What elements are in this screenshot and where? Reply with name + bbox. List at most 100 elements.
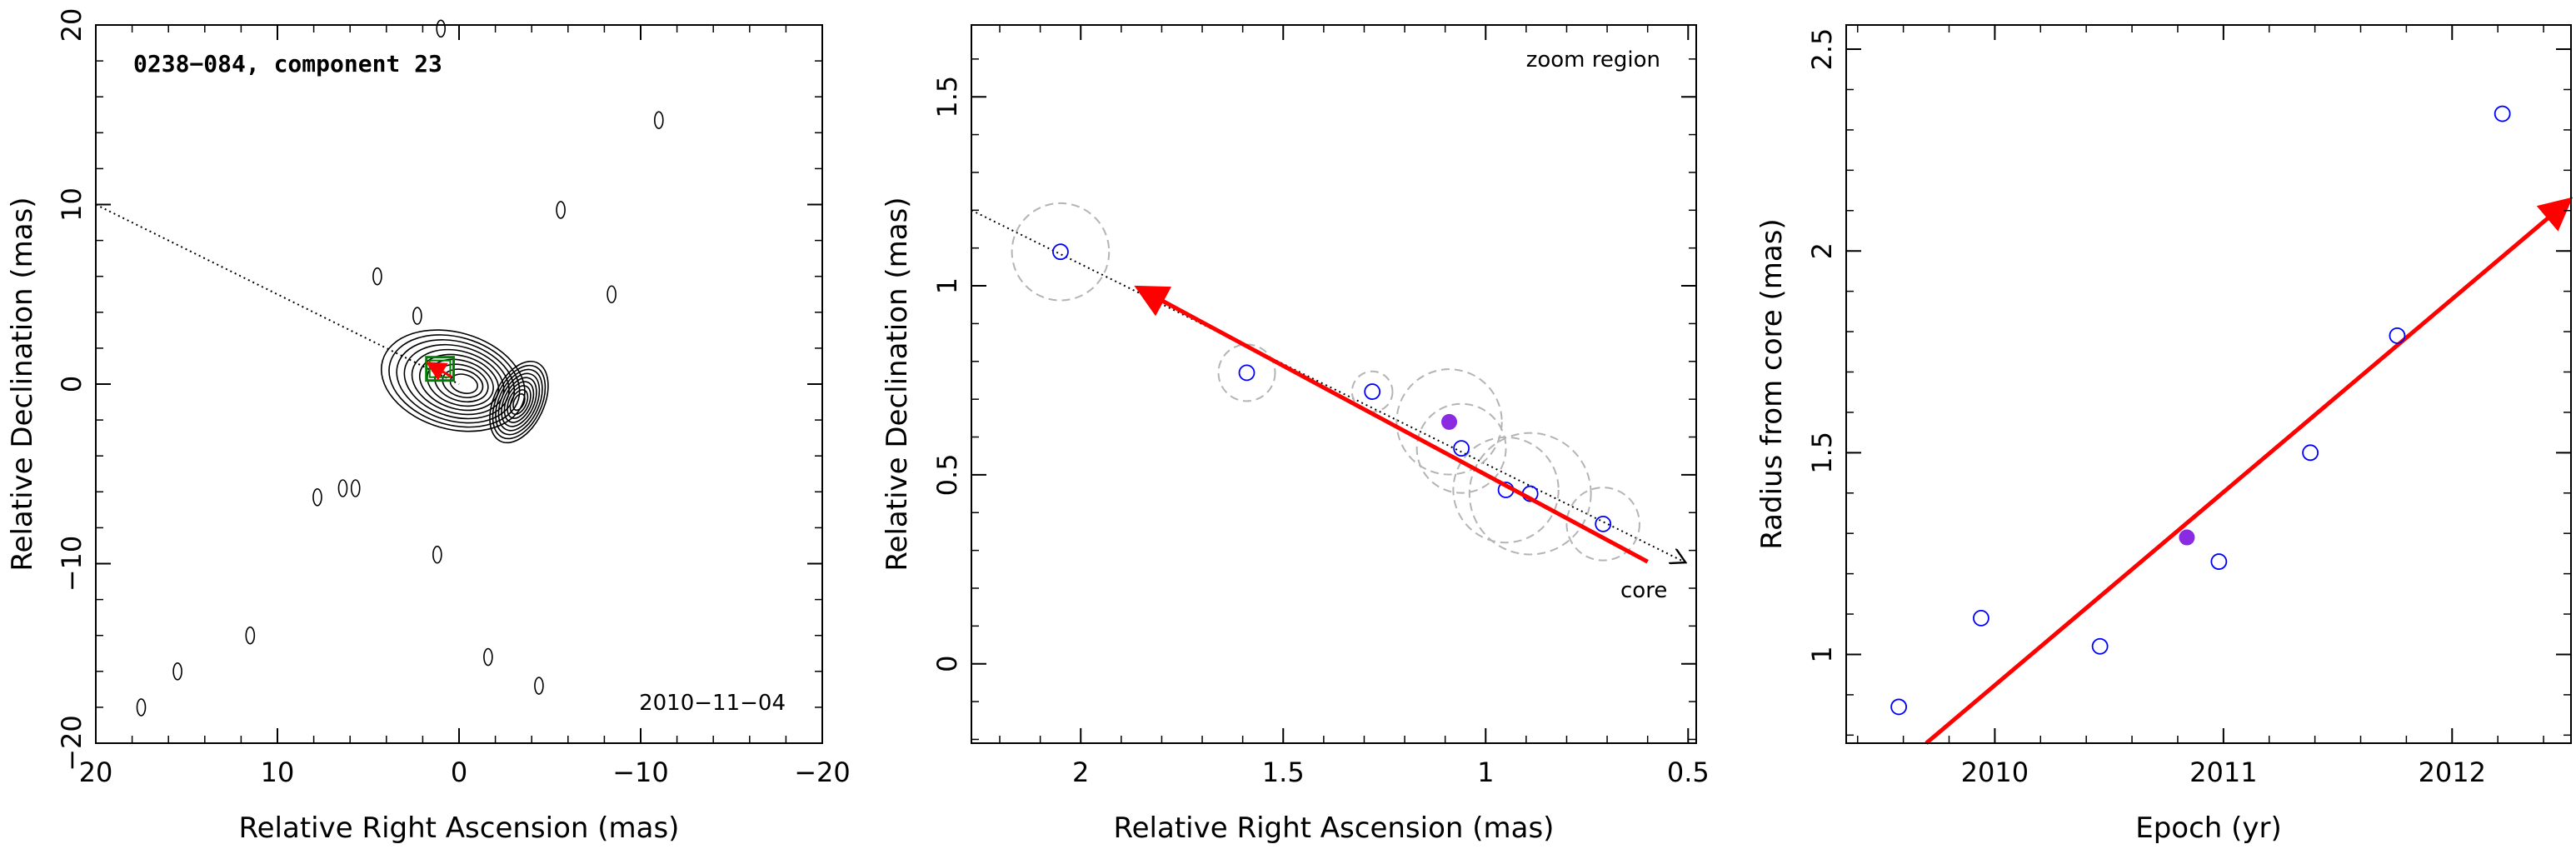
zoom-region-y-tick-label: 1	[931, 277, 963, 294]
noise-contour	[245, 626, 256, 645]
contour-map-x-tick-label: −10	[612, 757, 669, 788]
noise-contour	[483, 647, 493, 667]
noise-contour	[337, 479, 348, 497]
zoom-region-x-tick-label: 1	[1477, 757, 1494, 788]
jet-contour	[509, 389, 529, 415]
component-motion-arrow	[425, 362, 453, 381]
jet-contour	[512, 392, 526, 412]
radius-epoch-y-tick-label: 1	[1806, 646, 1838, 662]
contour-map-y-tick-label: 20	[56, 8, 87, 42]
component-size-circle	[1415, 402, 1507, 494]
radius-fit-arrow	[1925, 197, 2574, 745]
zoom-region-y-tick-label: 0	[931, 656, 963, 672]
core-label: core	[1620, 578, 1667, 603]
noise-contour	[412, 307, 422, 325]
contour-map-title: 0238−084, component 23	[133, 50, 442, 77]
zoom-region-x-tick-label: 1.5	[1262, 757, 1305, 788]
noise-contour	[172, 662, 182, 681]
zoom-region-marks	[971, 202, 1684, 564]
radius-epoch-panel: 2010 2011 2012 1 1.5 2 2.5 Epoch (yr) Radius f…	[1755, 24, 2574, 845]
observation-date-label: 2010−11−04	[639, 691, 786, 716]
contour-map-y-tick-label: −20	[56, 715, 87, 772]
radius-epoch-x-tick-label: 2012	[2419, 757, 2486, 788]
noise-contour	[556, 201, 566, 219]
position-point	[1238, 364, 1256, 382]
noise-contour	[436, 19, 447, 38]
contour-map-x-tick-label: 20	[79, 757, 113, 788]
noise-contour	[607, 285, 617, 304]
zoom-region-frame	[971, 24, 1697, 744]
radius-epoch-y-tick-label: 2	[1806, 242, 1838, 259]
contour-map-y-tick-label: 0	[56, 376, 87, 392]
core-contour	[396, 339, 516, 424]
current-epoch-point	[1441, 413, 1458, 430]
radius-epoch-x-tick-label: 2011	[2189, 757, 2257, 788]
contour-map-ticks: 20 10 0 −10 −20 −20 −10 0 10 20	[56, 8, 851, 788]
radius-point	[1973, 609, 1989, 627]
radius-point	[2389, 327, 2406, 344]
zoom-region-y-tick-label: 1.5	[931, 76, 963, 118]
radius-epoch-y-axis-label: Radius from core (mas)	[1755, 218, 1789, 549]
component-size-circle	[1217, 343, 1276, 402]
contour-map-y-axis-label: Relative Declination (mas)	[6, 197, 39, 571]
core-contour	[388, 334, 521, 428]
radius-epoch-x-axis-label: Epoch (yr)	[2135, 812, 2282, 845]
noise-contour	[432, 545, 442, 564]
contour-map-y-tick-label: 10	[56, 187, 87, 222]
radius-point	[2091, 637, 2109, 655]
noise-contour	[534, 677, 544, 695]
component-size-circle	[1395, 368, 1503, 476]
position-point	[1453, 440, 1470, 457]
zoom-region-x-axis-label: Relative Right Ascension (mas)	[1114, 812, 1555, 845]
radius-epoch-x-tick-label: 2010	[1961, 757, 2029, 788]
zoom-region-ticks: 2 1.5 1 0.5 0 0.5 1 1.5	[931, 25, 1710, 788]
contour-map-x-axis-label: Relative Right Ascension (mas)	[239, 812, 680, 845]
noise-contour	[350, 479, 361, 497]
jet-contour	[492, 364, 547, 440]
radius-epoch-y-tick-label: 1.5	[1806, 432, 1838, 474]
radius-point	[2210, 553, 2228, 570]
jet-contour	[503, 381, 535, 423]
noise-contour	[136, 698, 147, 717]
radius-point	[2302, 444, 2319, 462]
jet-contour	[497, 372, 541, 432]
direction-line	[95, 203, 460, 385]
contour-map-x-tick-label: 10	[261, 757, 295, 788]
zoom-region-x-tick-label: 2	[1072, 757, 1089, 788]
radius-epoch-marks	[1890, 105, 2574, 745]
contour-map-x-tick-label: 0	[451, 757, 467, 788]
radius-point	[1890, 698, 1908, 716]
noise-contour	[312, 487, 322, 507]
contour-map-panel: 20 10 0 −10 −20 −20 −10 0 10 20 0238−084, compone…	[6, 8, 851, 845]
direction-line	[971, 209, 1684, 562]
radius-epoch-ticks: 2010 2011 2012 1 1.5 2 2.5	[1806, 25, 2571, 788]
zoom-region-panel: 2 1.5 1 0.5 0 0.5 1 1.5 zoom region core Relati…	[881, 24, 1710, 845]
current-epoch-point	[2179, 529, 2195, 546]
radius-epoch-frame	[1845, 24, 2572, 744]
core-contour	[380, 329, 526, 432]
position-point	[1364, 383, 1381, 400]
component-size-circle	[1011, 202, 1111, 302]
jet-contour	[501, 377, 537, 427]
contour-map-y-tick-label: −10	[56, 536, 87, 592]
radius-epoch-y-tick-label: 2.5	[1806, 28, 1838, 71]
position-point	[1595, 515, 1612, 532]
noise-contour	[653, 111, 664, 130]
contour-map-x-tick-label: −20	[794, 757, 851, 788]
core-contour	[434, 363, 489, 403]
position-point	[1052, 243, 1069, 261]
component-size-circle	[1565, 487, 1640, 562]
zoom-region-y-tick-label: 0.5	[931, 453, 963, 496]
jet-contour	[507, 385, 532, 419]
jet-contour	[489, 360, 549, 444]
component-size-circle	[1468, 432, 1592, 556]
zoom-region-x-tick-label: 0.5	[1667, 757, 1710, 788]
zoom-region-annotation: zoom region	[1526, 47, 1660, 72]
radius-point	[2494, 105, 2511, 122]
velocity-fit-arrow	[1134, 285, 1649, 564]
noise-contour	[372, 267, 382, 286]
contour-marks	[95, 19, 664, 717]
zoom-region-y-axis-label: Relative Declination (mas)	[881, 197, 914, 571]
jet-contour	[495, 368, 543, 436]
